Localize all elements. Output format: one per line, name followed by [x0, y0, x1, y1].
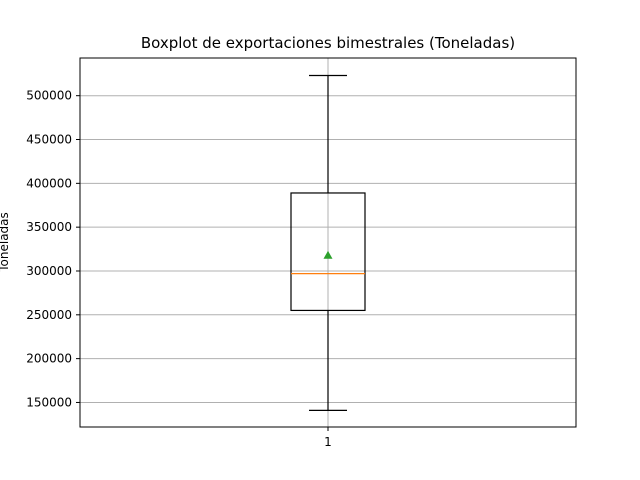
y-axis-label: Toneladas: [0, 212, 11, 273]
plot-frame: [79, 57, 577, 428]
chart-title: Boxplot de exportaciones bimestrales (To…: [141, 34, 515, 52]
mean-marker: [323, 250, 333, 259]
y-tick-label: 300000: [26, 264, 72, 278]
y-tick-label: 350000: [26, 220, 72, 234]
y-tick-label: 250000: [26, 308, 72, 322]
y-tick-label: 450000: [26, 133, 72, 147]
y-tick-label: 200000: [26, 352, 72, 366]
x-tick-label: 1: [324, 435, 332, 449]
iqr-box: [290, 192, 366, 312]
y-tick-label: 400000: [26, 176, 72, 190]
y-tick-label: 150000: [26, 395, 72, 409]
x-axis-ticks: 1: [324, 427, 332, 449]
y-tick-label: 500000: [26, 89, 72, 103]
box-series: [290, 74, 366, 411]
y-axis-ticks: 150000 200000 250000 300000 350000 400000 4500…: [26, 89, 80, 409]
